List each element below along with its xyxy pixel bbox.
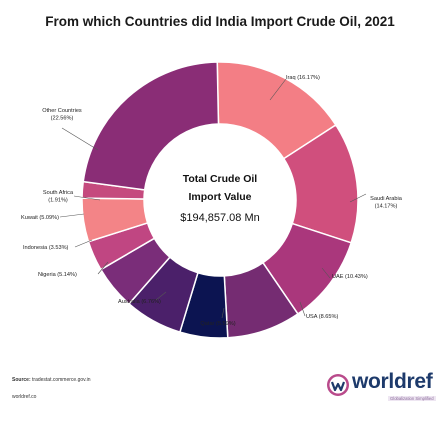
slice-label: Iraq (16.17%) xyxy=(286,75,320,81)
leader-line xyxy=(61,127,99,151)
slice-label: Indonesia (3.53%) xyxy=(23,245,69,251)
slice-label: Nigeria (5.14%) xyxy=(38,272,77,278)
brand-name: worldref xyxy=(352,370,433,393)
center-value: $194,857.08 Mn xyxy=(180,212,260,224)
leader-line xyxy=(299,301,306,317)
center-title-line2: Import Value xyxy=(188,191,251,203)
brand-logo: worldref Globalization Simplified xyxy=(326,370,436,404)
site-text: worldref.co xyxy=(12,394,37,400)
source-text: tradestat.commerce.gov.in xyxy=(32,377,91,383)
brand-tagline: Globalization Simplified xyxy=(388,396,436,401)
slice-label: Australia (6.76%) xyxy=(118,299,161,305)
slice-label: Saudi Arabia (14.17%) xyxy=(370,196,403,210)
leader-line xyxy=(59,213,85,218)
slice-label: Other Countries (22.56%) xyxy=(42,108,82,122)
slice-label: South Africa (1.91%) xyxy=(43,190,74,204)
leader-line xyxy=(74,239,93,248)
chart-title: From which Countries did India Import Cr… xyxy=(45,14,395,29)
leader-line xyxy=(97,261,109,275)
center-title-line1: Total Crude Oil xyxy=(183,173,258,185)
leader-line xyxy=(155,291,167,301)
leader-line xyxy=(321,267,331,279)
leader-line xyxy=(349,193,367,203)
source-label: Source: xyxy=(12,377,31,383)
slice-label: UAE (10.43%) xyxy=(332,274,368,280)
slice-other-countries xyxy=(82,61,220,191)
slice-label: Qatar (5.59%) xyxy=(200,321,235,327)
source-line: Source: tradestat.commerce.gov.in xyxy=(12,377,91,383)
leader-line xyxy=(269,78,287,101)
worldref-logo-icon xyxy=(327,374,349,396)
slice-label: USA (8.65%) xyxy=(306,314,338,320)
leader-line xyxy=(221,307,225,319)
slice-label: Kuwait (5.09%) xyxy=(21,215,59,221)
leader-line xyxy=(73,195,101,201)
